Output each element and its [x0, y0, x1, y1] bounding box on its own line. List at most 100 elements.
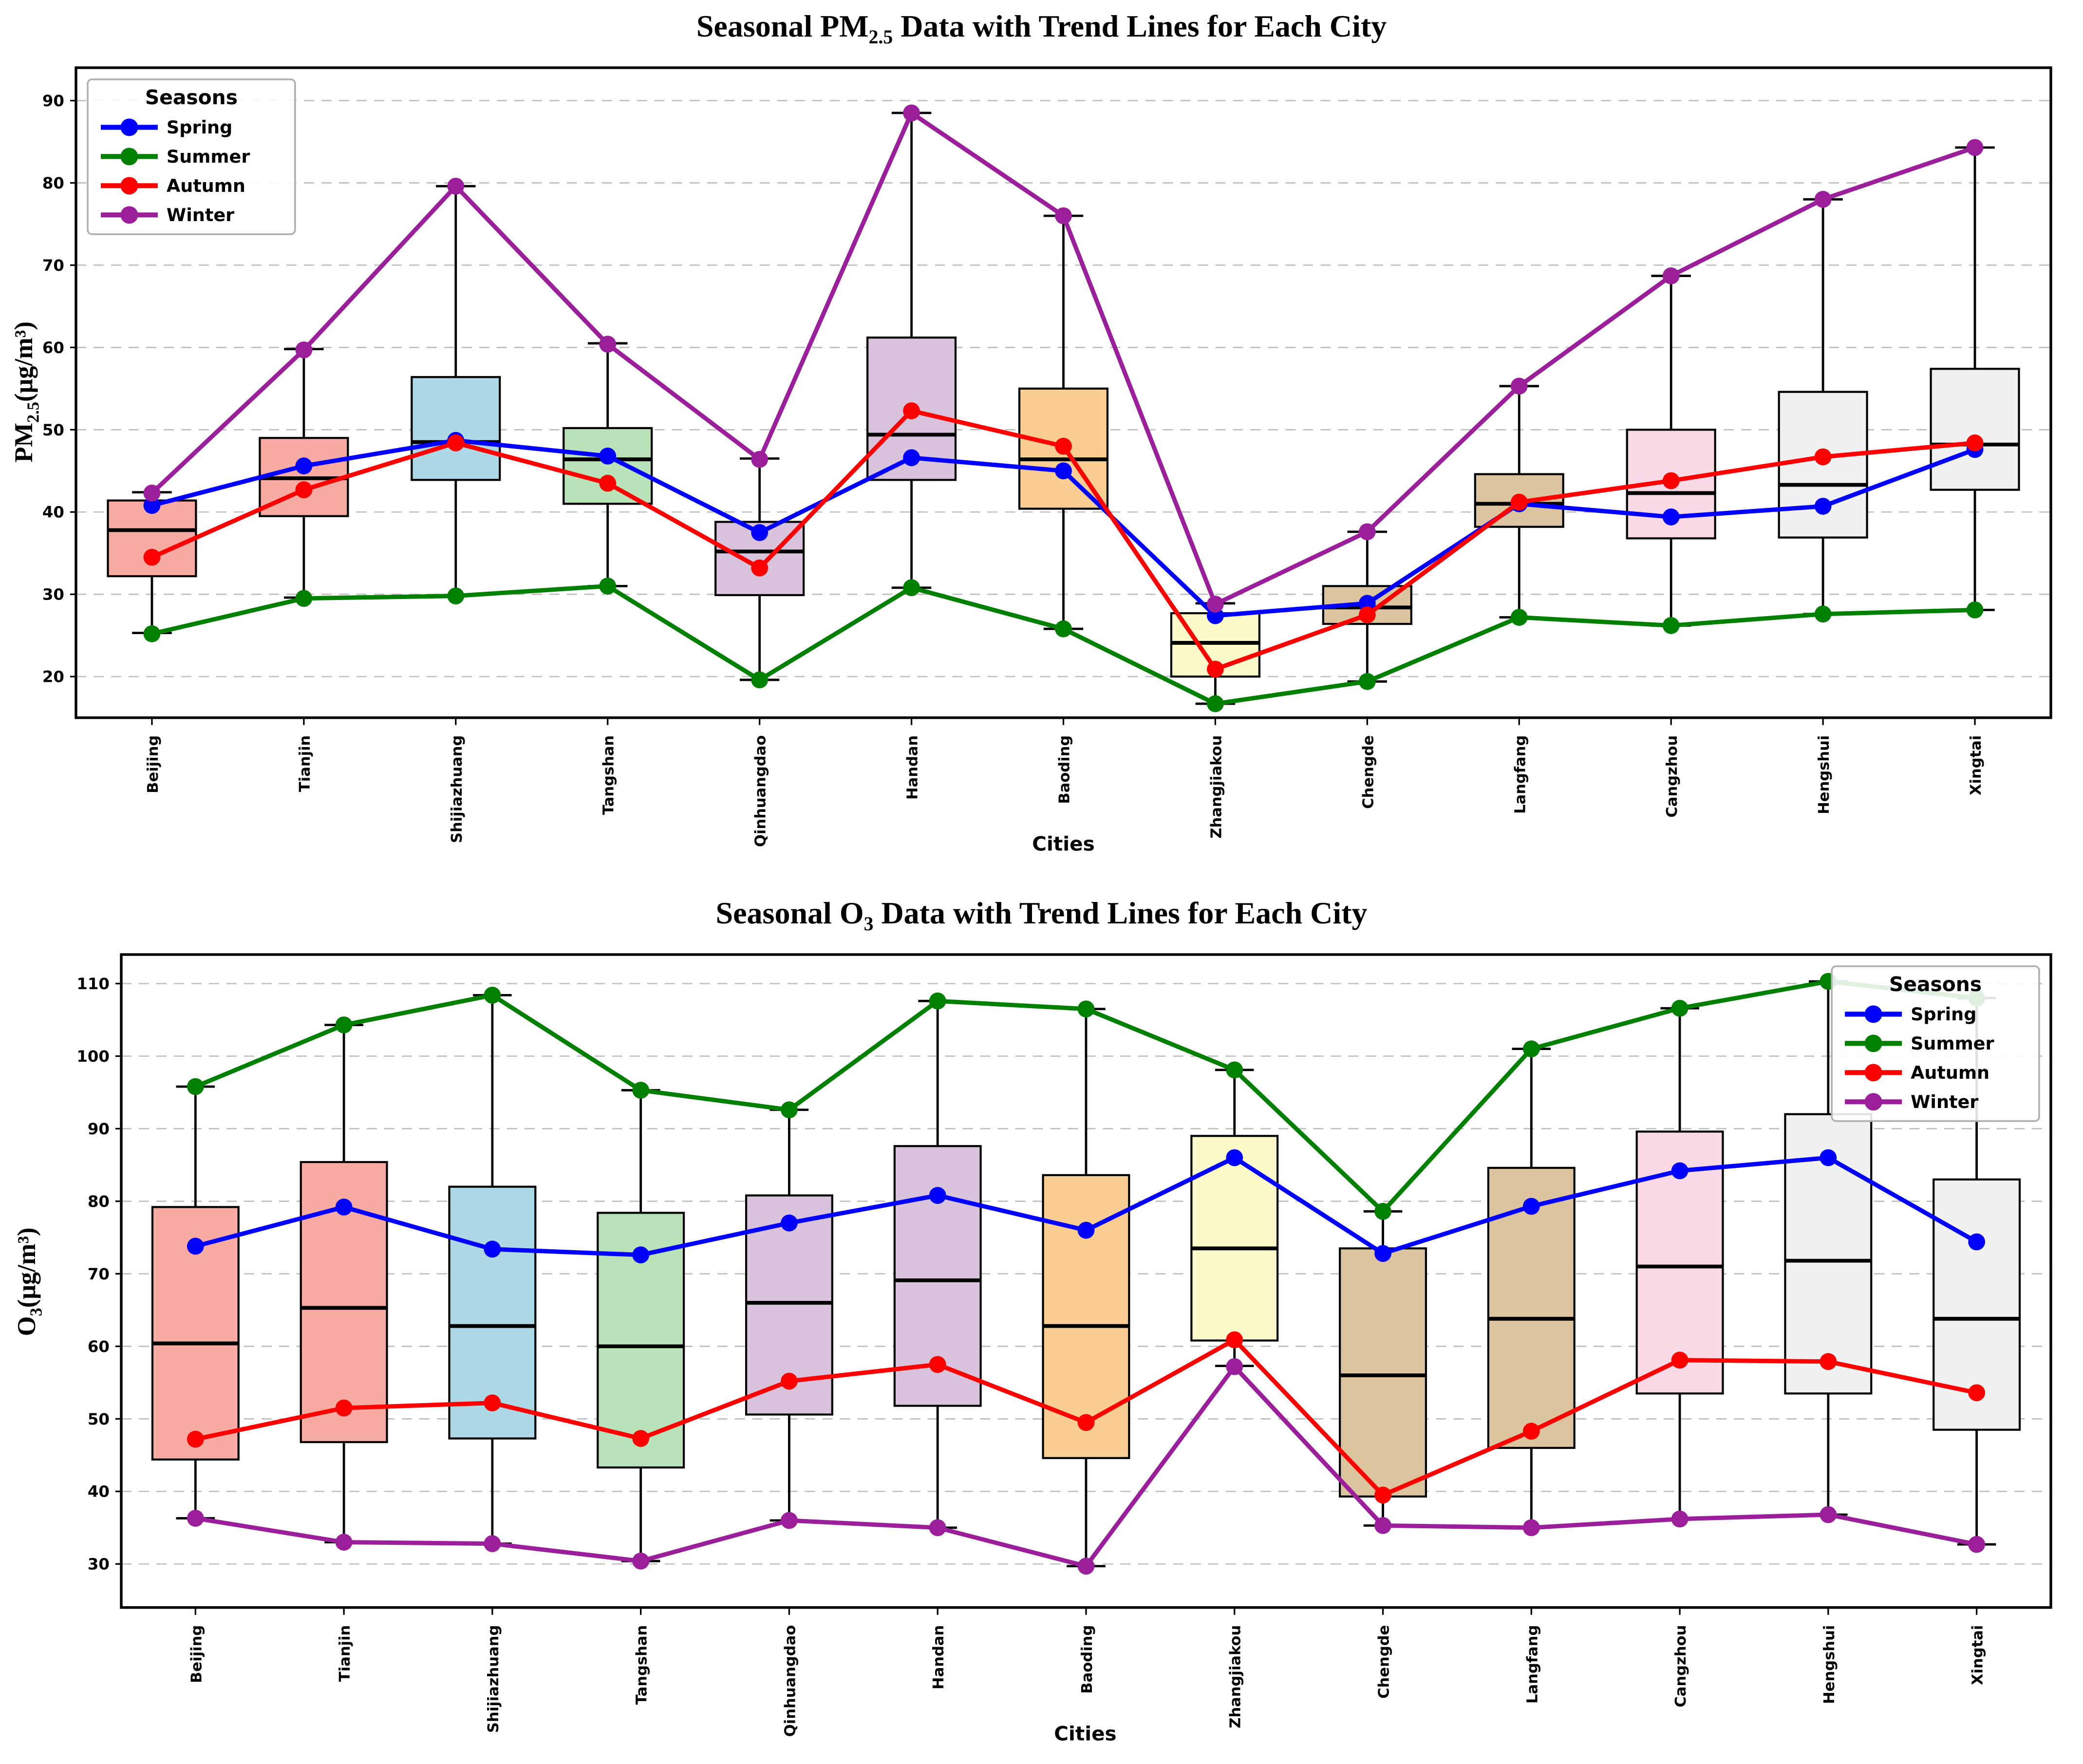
- marker-winter-handan: [929, 1519, 946, 1537]
- marker-autumn-xingtai: [1966, 434, 1984, 452]
- city-label-tangshan: Tangshan: [634, 1625, 651, 1705]
- legend-label-autumn: Autumn: [167, 175, 245, 196]
- legend-marker-spring: [1864, 1005, 1882, 1023]
- city-label-xingtai: Xingtai: [1968, 735, 1985, 795]
- ytick-label: 110: [76, 975, 110, 993]
- pm25-ylabel-prefix: PM: [10, 423, 38, 463]
- marker-spring-tangshan: [632, 1246, 650, 1264]
- marker-spring-handan: [903, 449, 920, 467]
- marker-winter-shijiazhuang: [447, 178, 465, 195]
- legend-marker-autumn: [120, 177, 138, 195]
- marker-autumn-chengde: [1358, 606, 1376, 624]
- marker-spring-baoding: [1077, 1222, 1095, 1239]
- legend-label-autumn: Autumn: [1911, 1062, 1989, 1083]
- marker-winter-cangzhou: [1662, 267, 1680, 285]
- marker-spring-qinhuangdao: [781, 1215, 798, 1232]
- marker-autumn-beijing: [143, 549, 161, 566]
- marker-summer-tangshan: [599, 578, 617, 595]
- marker-spring-beijing: [143, 497, 161, 514]
- marker-winter-chengde: [1358, 523, 1376, 541]
- box-shijiazhuang: [411, 376, 501, 481]
- marker-spring-shijiazhuang: [484, 1240, 501, 1258]
- marker-winter-handan: [903, 104, 920, 122]
- legend-label-winter: Winter: [167, 205, 234, 225]
- city-label-beijing: Beijing: [188, 1625, 205, 1683]
- marker-autumn-tianjin: [335, 1400, 353, 1417]
- marker-winter-zhangjiakou: [1207, 596, 1224, 613]
- marker-winter-tianjin: [295, 341, 313, 359]
- city-label-tianjin: Tianjin: [297, 735, 314, 792]
- marker-summer-baoding: [1077, 1000, 1095, 1018]
- o3-ylabel-subscript: 3: [27, 1308, 45, 1316]
- city-label-cangzhou: Cangzhou: [1672, 1625, 1689, 1708]
- o3-title-suffix: Data with Trend Lines for Each City: [873, 896, 1368, 930]
- marker-autumn-chengde: [1374, 1486, 1391, 1504]
- city-label-langfang: Langfang: [1524, 1625, 1541, 1704]
- o3-ylabel-suffix: (μg/m³): [13, 1228, 41, 1308]
- marker-summer-qinhuangdao: [781, 1101, 798, 1119]
- marker-winter-beijing: [143, 485, 161, 502]
- ytick-label: 40: [88, 1483, 110, 1501]
- marker-spring-zhangjiakou: [1226, 1149, 1243, 1166]
- marker-winter-baoding: [1055, 207, 1072, 225]
- marker-winter-xingtai: [1966, 139, 1984, 156]
- box-zhangjiakou: [1190, 1135, 1279, 1342]
- o3-x-axis-label: Cities: [1054, 1722, 1116, 1745]
- city-label-chengde: Chengde: [1360, 735, 1377, 809]
- pm25-title-prefix: Seasonal PM: [696, 9, 869, 43]
- marker-autumn-beijing: [187, 1431, 204, 1448]
- marker-winter-chengde: [1374, 1517, 1391, 1535]
- box-xingtai: [1930, 368, 2020, 491]
- ytick-label: 90: [88, 1120, 110, 1138]
- pm25-ylabel-subscript: 2.5: [24, 402, 42, 423]
- o3-chart-title: Seasonal O3 Data with Trend Lines for Ea…: [0, 894, 2083, 936]
- marker-summer-hengshui: [1814, 605, 1832, 623]
- ytick-label: 40: [42, 503, 64, 522]
- marker-autumn-cangzhou: [1662, 472, 1680, 489]
- city-label-shijiazhuang: Shijiazhuang: [485, 1625, 502, 1733]
- city-label-hengshui: Hengshui: [1821, 1625, 1838, 1704]
- marker-winter-langfang: [1522, 1519, 1540, 1537]
- marker-spring-hengshui: [1820, 1149, 1837, 1166]
- ytick-label: 70: [42, 256, 64, 275]
- city-label-shijiazhuang: Shijiazhuang: [449, 735, 466, 844]
- ytick-label: 50: [88, 1410, 110, 1428]
- marker-spring-qinhuangdao: [751, 524, 769, 542]
- pm25-title-suffix: Data with Trend Lines for Each City: [893, 9, 1387, 43]
- legend-label-winter: Winter: [1911, 1091, 1978, 1112]
- legend-box: [1831, 965, 2040, 1123]
- marker-autumn-zhangjiakou: [1226, 1332, 1243, 1349]
- city-label-cangzhou: Cangzhou: [1664, 735, 1681, 818]
- marker-summer-tangshan: [632, 1082, 650, 1099]
- city-label-hengshui: Hengshui: [1816, 735, 1833, 814]
- o3-y-axis-label: O3(μg/m³): [13, 1228, 45, 1336]
- marker-autumn-baoding: [1055, 438, 1072, 455]
- marker-summer-beijing: [143, 625, 161, 643]
- marker-summer-tianjin: [335, 1016, 353, 1034]
- marker-autumn-hengshui: [1814, 449, 1832, 466]
- legend: Seasons Spring Summer Autumn Winter: [87, 78, 296, 236]
- ytick-label: 70: [88, 1265, 110, 1283]
- city-label-qinhuangdao: Qinhuangdao: [782, 1625, 799, 1737]
- legend-box: [87, 78, 296, 236]
- marker-summer-handan: [929, 993, 946, 1010]
- marker-autumn-cangzhou: [1671, 1351, 1689, 1369]
- legend-marker-winter: [1864, 1093, 1882, 1111]
- marker-spring-xingtai: [1968, 1233, 1986, 1251]
- city-label-handan: Handan: [930, 1625, 947, 1689]
- box-beijing: [151, 1206, 240, 1461]
- pm25-ylabel-suffix: (μg/m³): [10, 321, 38, 402]
- city-label-tianjin: Tianjin: [337, 1625, 354, 1682]
- marker-spring-chengde: [1374, 1245, 1391, 1262]
- city-label-xingtai: Xingtai: [1970, 1625, 1987, 1685]
- marker-winter-tangshan: [632, 1553, 650, 1570]
- marker-summer-chengde: [1358, 673, 1376, 691]
- ytick-label: 30: [42, 585, 64, 604]
- city-label-handan: Handan: [904, 735, 921, 800]
- o3-ylabel-prefix: O: [13, 1316, 41, 1336]
- legend-title: Seasons: [1889, 973, 1982, 996]
- marker-winter-beijing: [187, 1510, 204, 1527]
- ytick-label: 60: [42, 338, 64, 357]
- o3-figure: Seasonal O3 Data with Trend Lines for Ea…: [0, 894, 2083, 1755]
